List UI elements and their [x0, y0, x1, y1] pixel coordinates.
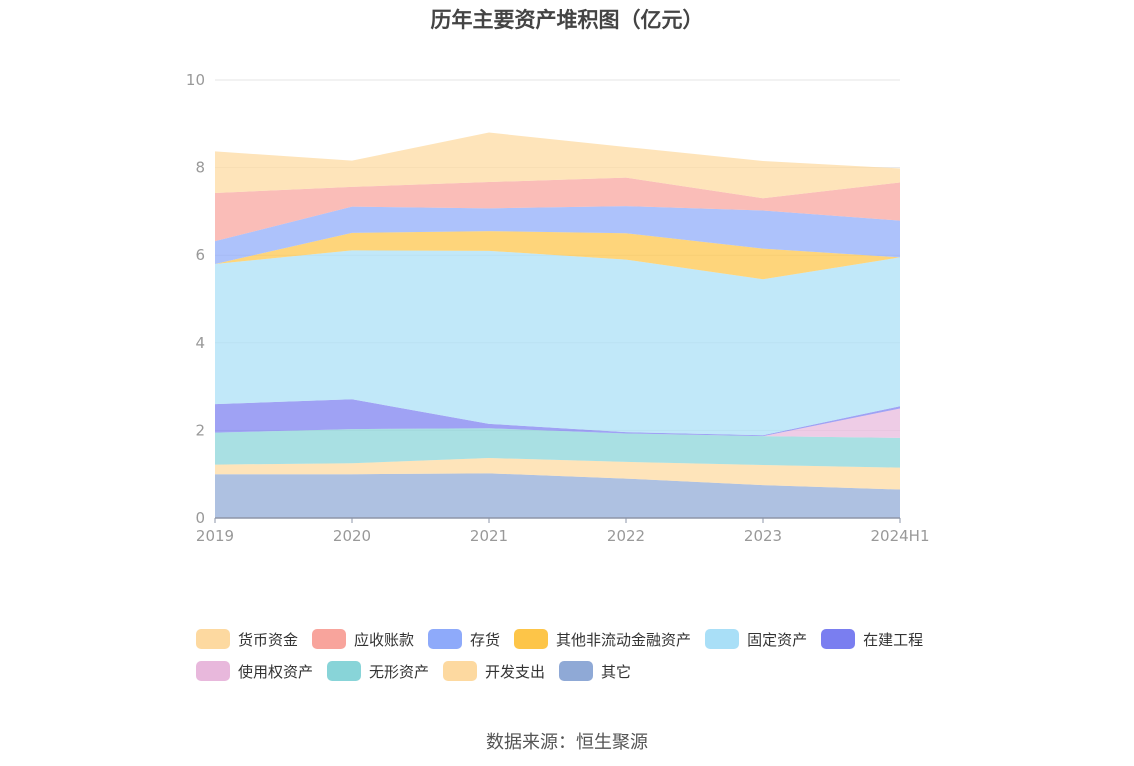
- legend: 货币资金 应收账款 存货 其他非流动金融资产 固定资产 在建工程使用权资产 无形资产 开发支出…: [196, 628, 956, 682]
- legend-label: 使用权资产: [238, 662, 314, 681]
- legend-label: 其他非流动金融资产: [556, 630, 692, 649]
- y-tick-label: 2: [195, 421, 205, 439]
- x-tick-label: 2019: [196, 527, 234, 545]
- legend-label: 在建工程: [863, 630, 924, 649]
- area-layer: [215, 132, 900, 518]
- legend-item[interactable]: 开发支出: [443, 660, 545, 682]
- legend-label: 无形资产: [369, 662, 430, 681]
- legend-swatch: [312, 629, 347, 649]
- area-series: [215, 206, 900, 264]
- legend-item[interactable]: 货币资金: [196, 628, 298, 650]
- x-tick-label: 2024H1: [871, 527, 930, 545]
- legend-label: 货币资金: [238, 630, 299, 649]
- legend-item[interactable]: 使用权资产: [196, 660, 313, 682]
- area-series: [215, 457, 900, 490]
- legend-item[interactable]: 其他非流动金融资产: [514, 628, 691, 650]
- area-series: [215, 399, 900, 437]
- area-series: [215, 132, 900, 199]
- area-series: [215, 408, 900, 438]
- legend-swatch: [705, 629, 740, 649]
- y-tick-label: 8: [195, 159, 205, 177]
- x-tick-label: 2023: [744, 527, 782, 545]
- x-tick-label: 2020: [333, 527, 371, 545]
- area-series: [215, 473, 900, 518]
- legend-swatch: [821, 629, 856, 649]
- legend-label: 固定资产: [747, 630, 808, 649]
- legend-swatch: [196, 661, 230, 681]
- y-tick-label: 6: [195, 246, 205, 264]
- area-series: [215, 177, 900, 242]
- legend-item[interactable]: 在建工程: [821, 628, 923, 650]
- y-tick-label: 4: [195, 334, 205, 352]
- legend-label: 应收账款: [354, 630, 415, 649]
- legend-swatch: [559, 661, 594, 681]
- y-tick-label: 0: [195, 509, 205, 527]
- legend-label: 其它: [601, 662, 632, 681]
- legend-swatch: [428, 629, 463, 649]
- legend-swatch: [443, 661, 478, 681]
- legend-item[interactable]: 其它: [559, 660, 631, 682]
- legend-label: 开发支出: [485, 662, 546, 681]
- x-tick-label: 2021: [470, 527, 508, 545]
- source-note: 数据来源：恒生聚源: [486, 732, 648, 753]
- chart-title: 历年主要资产堆积图（亿元）: [430, 8, 704, 32]
- legend-swatch: [196, 629, 230, 649]
- legend-label: 存货: [470, 630, 501, 649]
- axis-layer: 0 2 4 6 8 10 2019 2020 2021 2022 2023 2024H1: [186, 71, 930, 545]
- area-series: [215, 428, 900, 468]
- area-series: [215, 250, 900, 436]
- legend-item[interactable]: 存货: [428, 628, 500, 650]
- legend-swatch: [327, 661, 362, 681]
- legend-item[interactable]: 固定资产: [705, 628, 807, 650]
- y-tick-label: 10: [186, 71, 205, 89]
- area-series: [215, 231, 900, 280]
- legend-swatch: [514, 629, 549, 649]
- x-tick-label: 2022: [607, 527, 645, 545]
- legend-item[interactable]: 无形资产: [327, 660, 429, 682]
- stacked-area-chart: 0 2 4 6 8 10 2019 2020 2021 2022 2023 2024H1: [186, 71, 930, 545]
- legend-item[interactable]: 应收账款: [312, 628, 414, 650]
